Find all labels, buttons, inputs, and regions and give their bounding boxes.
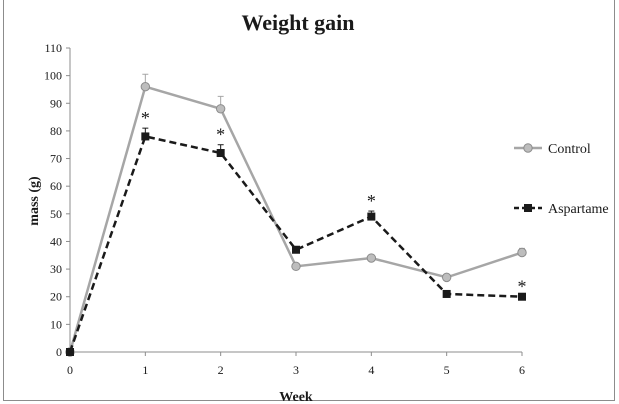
legend-item-aspartame: Aspartame	[514, 202, 609, 217]
x-tick-label: 6	[519, 363, 525, 377]
significance-star: *	[141, 108, 150, 128]
y-tick-label: 90	[50, 96, 62, 110]
data-point	[215, 104, 226, 114]
legend: Control Aspartame	[514, 142, 609, 217]
data-point	[441, 272, 452, 283]
legend-item-control: Control	[514, 142, 591, 157]
y-axis-label: mass (g)	[27, 176, 42, 226]
legend-label: Control	[548, 142, 591, 157]
data-point	[291, 261, 301, 272]
significance-star: *	[367, 191, 376, 211]
data-point	[66, 348, 74, 356]
x-tick-label: 5	[444, 363, 450, 377]
legend-label: Aspartame	[548, 202, 609, 217]
y-tick-label: 10	[50, 317, 62, 331]
x-tick-label: 2	[218, 363, 224, 377]
y-tick-label: 70	[50, 152, 62, 166]
significance-star: *	[216, 125, 225, 145]
chart-frame	[3, 0, 615, 401]
significance-star: *	[518, 277, 527, 297]
x-axis-label: Week	[279, 390, 313, 404]
x-tick-label: 1	[142, 363, 148, 377]
y-tick-label: 100	[44, 69, 62, 83]
x-tick-label: 4	[368, 363, 374, 377]
data-point	[216, 149, 225, 158]
data-point	[141, 132, 150, 141]
series-line	[68, 85, 523, 353]
series-aspartame	[66, 127, 526, 356]
data-point	[517, 247, 527, 258]
y-tick-label: 50	[50, 207, 62, 221]
plot-area: 0 10 20 30 40 50 60 70 80 90 100 110 0 1 2 3 4 5 6 * * * *	[44, 41, 527, 377]
y-tick-label: 110	[44, 41, 62, 55]
legend-marker	[524, 204, 532, 212]
legend-marker	[523, 143, 533, 153]
data-point	[292, 245, 300, 254]
x-tick-label: 3	[293, 363, 299, 377]
series-line	[68, 134, 523, 353]
chart-title: Weight gain	[241, 10, 354, 35]
y-tick-label: 30	[50, 262, 62, 276]
data-point	[366, 253, 377, 263]
data-point	[518, 292, 526, 301]
y-tick-label: 40	[50, 234, 62, 248]
x-tick-label: 0	[67, 363, 73, 377]
y-tick-label: 0	[56, 345, 62, 359]
series-control	[65, 73, 527, 357]
data-point	[442, 289, 451, 298]
data-point	[367, 212, 376, 221]
y-tick-label: 80	[50, 124, 62, 138]
data-point	[140, 81, 151, 92]
y-tick-label: 20	[50, 290, 62, 304]
y-tick-label: 60	[50, 179, 62, 193]
